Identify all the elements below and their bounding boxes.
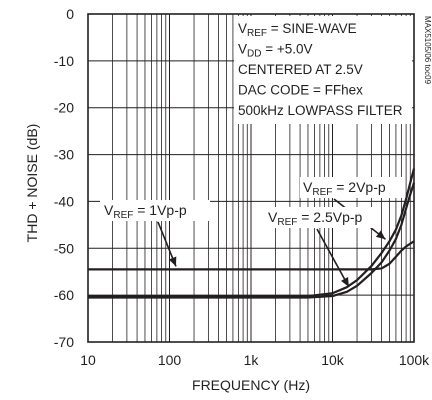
callout-background bbox=[264, 207, 378, 228]
callout-arrow-head bbox=[168, 256, 177, 267]
plot-frame bbox=[87, 13, 415, 343]
x-tick-label: 10 bbox=[80, 352, 96, 368]
series-lines bbox=[88, 168, 416, 299]
callout-background bbox=[300, 177, 404, 198]
condition-line: VDD = +5.0V bbox=[238, 42, 313, 60]
condition-line: DAC CODE = FFhex bbox=[238, 83, 363, 98]
series-line-2 bbox=[88, 168, 416, 298]
series-line-3 bbox=[88, 182, 416, 299]
conditions-background bbox=[234, 16, 412, 124]
y-tick-label: -70 bbox=[54, 334, 74, 350]
y-tick-label: -10 bbox=[54, 53, 74, 69]
condition-line: VREF = SINE-WAVE bbox=[238, 21, 357, 39]
callout-background bbox=[100, 200, 210, 221]
condition-line: 500kHz LOWPASS FILTER bbox=[238, 103, 403, 118]
x-tick-label: 100k bbox=[399, 352, 430, 368]
x-tick-label: 100 bbox=[158, 352, 182, 368]
x-tick-label: 10k bbox=[321, 352, 345, 368]
y-axis-title: THD + NOISE (dB) bbox=[24, 124, 40, 243]
y-tick-labels: 0 -10 -20 -30 -40 -50 -60 -70 bbox=[54, 6, 74, 350]
callout-arrow-head bbox=[341, 277, 349, 287]
callout-arrow-line bbox=[316, 228, 350, 288]
x-tick-labels: 10 100 1k 10k 100k bbox=[80, 352, 430, 368]
x-axis-title: FREQUENCY (Hz) bbox=[192, 377, 310, 393]
y-tick-label: -20 bbox=[54, 100, 74, 116]
y-tick-label: -60 bbox=[54, 287, 74, 303]
y-tick-label: -30 bbox=[54, 147, 74, 163]
series-label-1: VREF = 1Vp-p bbox=[104, 202, 187, 221]
series-label-2: VREF = 2Vp-p bbox=[303, 179, 386, 198]
series-annotations: VREF = 1Vp-p VREF = 2Vp-p VREF = 2.5Vp-p bbox=[100, 177, 404, 288]
x-tick-label: 1k bbox=[244, 352, 260, 368]
y-tick-label: -50 bbox=[54, 240, 74, 256]
callout-arrow-head bbox=[375, 230, 386, 240]
test-conditions-box: VREF = SINE-WAVE VDD = +5.0V CENTERED AT 2… bbox=[234, 16, 412, 124]
condition-line: CENTERED AT 2.5V bbox=[238, 62, 363, 77]
y-tick-label: -40 bbox=[54, 193, 74, 209]
series-label-3: VREF = 2.5Vp-p bbox=[268, 209, 363, 228]
y-tick-label: 0 bbox=[66, 6, 74, 22]
figure-id-label: MAX5105/06 toc09 bbox=[423, 16, 432, 85]
